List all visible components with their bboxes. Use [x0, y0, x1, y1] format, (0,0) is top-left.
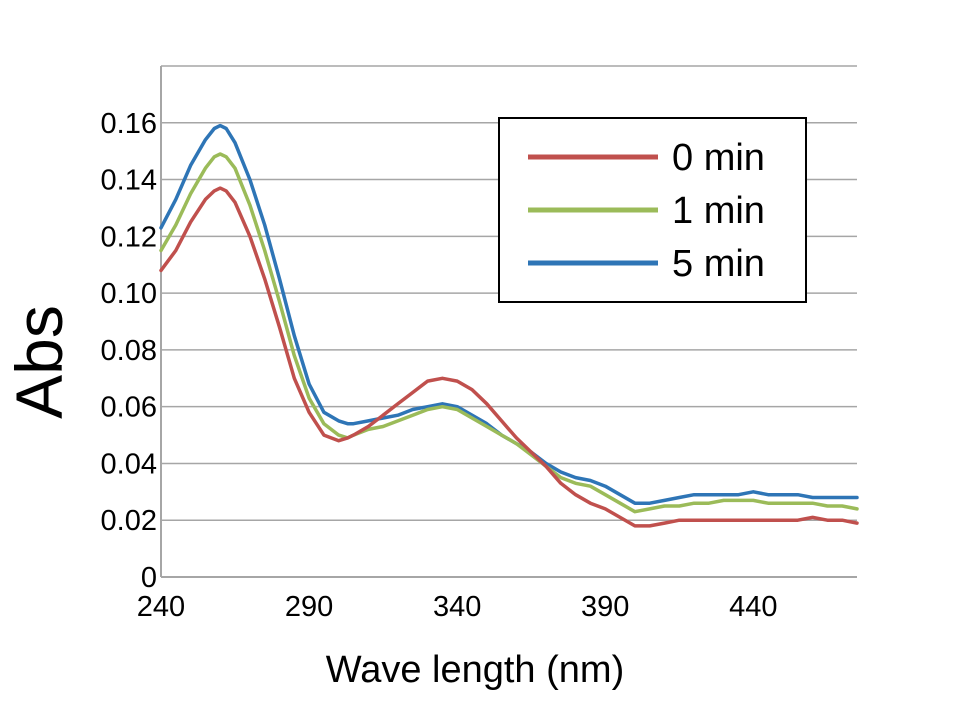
- y-tick-label: 0.06: [101, 392, 157, 424]
- y-tick-label: 0: [141, 562, 157, 594]
- x-tick-label: 390: [581, 591, 629, 623]
- legend-label: 0 min: [672, 137, 765, 179]
- series-line-0-min: [159, 186, 859, 528]
- series-line-1-min: [159, 152, 859, 514]
- x-tick-label: 290: [285, 591, 333, 623]
- axes: [160, 66, 857, 578]
- y-tick-label: 0.08: [101, 335, 157, 367]
- x-tick-label: 240: [137, 591, 185, 623]
- y-axis-title: Abs: [2, 305, 76, 419]
- y-tick-label: 0.16: [101, 108, 157, 140]
- legend-label: 5 min: [672, 243, 765, 285]
- y-tick-label: 0.04: [101, 448, 157, 480]
- legend-label: 1 min: [672, 190, 765, 232]
- y-axis-ticks: 0 0.02 0.04 0.06 0.08 0.10 0.12 0.14 0.16: [101, 108, 157, 594]
- legend: 0 min 1 min 5 min: [498, 117, 807, 303]
- y-tick-label: 0.12: [101, 221, 157, 253]
- series-line-5-min: [159, 123, 859, 505]
- y-tick-label: 0.14: [101, 165, 157, 197]
- x-axis-ticks: 240 290 340 390 440: [137, 591, 778, 623]
- y-tick-label: 0.02: [101, 505, 157, 537]
- x-tick-label: 440: [729, 591, 777, 623]
- series-lines: [159, 123, 859, 528]
- x-tick-label: 340: [433, 591, 481, 623]
- x-axis-title: Wave length (nm): [326, 649, 624, 691]
- y-tick-label: 0.10: [101, 278, 157, 310]
